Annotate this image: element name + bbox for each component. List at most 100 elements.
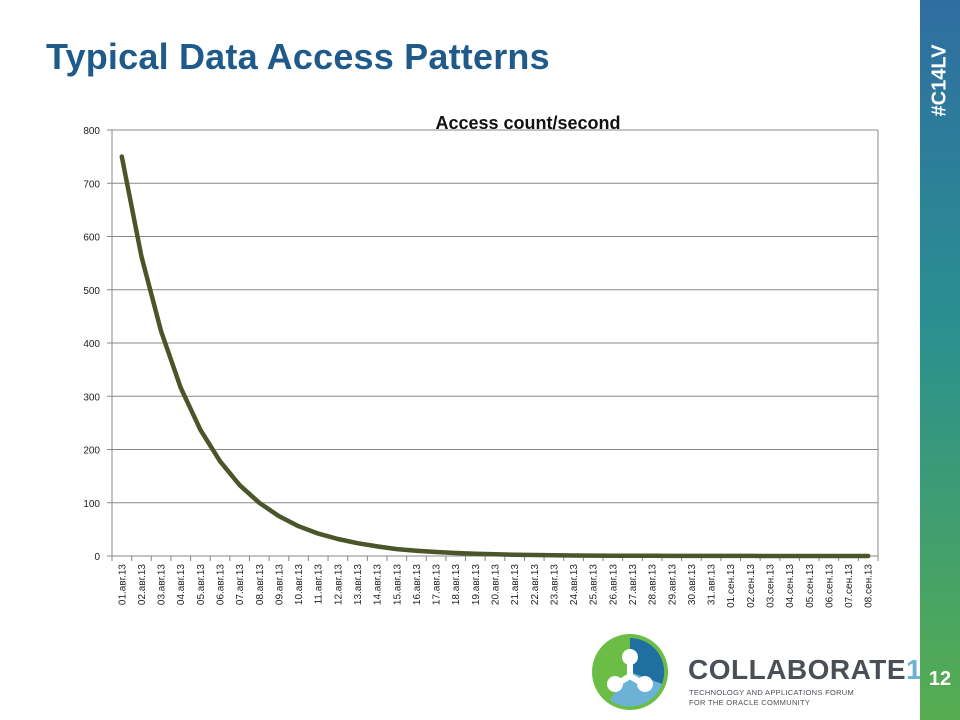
data-point: [376, 545, 379, 548]
x-tick-label: 05.сен.13: [805, 564, 816, 608]
data-point: [238, 484, 241, 487]
y-tick-label: 700: [83, 179, 100, 190]
data-point: [435, 551, 437, 553]
data-point: [612, 554, 614, 557]
y-tick-label: 300: [83, 392, 100, 403]
x-tick-label: 21.авг.13: [510, 564, 521, 606]
data-point: [847, 555, 850, 557]
data-point: [533, 554, 536, 556]
x-axis: 01.авг.13 02.авг.13 03.авг.13 04.авг.13 05.а…: [111, 556, 879, 608]
x-tick-label: 28.авг.13: [648, 564, 659, 606]
y-tick-label: 500: [83, 286, 100, 297]
x-tick-label: 16.авг.13: [412, 564, 423, 606]
data-point: [553, 554, 555, 557]
x-tick-label: 17.авг.13: [432, 564, 443, 606]
x-tick-label: 01.сен.13: [726, 564, 737, 608]
series: [119, 154, 871, 559]
data-point: [219, 460, 221, 463]
x-tick-label: 27.авг.13: [628, 564, 639, 606]
y-tick-label: 200: [83, 446, 100, 457]
x-tick-label: 03.авг.13: [157, 564, 168, 606]
side-bar: #C14LV 12: [920, 0, 960, 720]
x-tick-label: 04.авг.13: [176, 564, 187, 606]
series-line-0: [119, 154, 871, 559]
x-tick-label: 05.авг.13: [196, 564, 207, 606]
x-tick-label: 01.авг.13: [117, 564, 128, 606]
x-tick-label: 19.авг.13: [471, 564, 482, 606]
data-point: [749, 555, 752, 557]
data-point: [278, 515, 280, 517]
x-tick-label: 25.авг.13: [589, 564, 600, 606]
x-tick-label: 08.авг.13: [255, 564, 266, 606]
data-point: [671, 555, 673, 557]
x-tick-label: 08.сен.13: [864, 564, 875, 608]
hashtag-label: #C14LV: [920, 0, 960, 160]
data-point: [258, 502, 261, 504]
data-point: [396, 548, 398, 550]
data-point: [867, 555, 869, 557]
data-point: [297, 525, 300, 527]
x-tick-label: 07.сен.13: [844, 564, 855, 608]
data-point: [160, 330, 162, 333]
x-tick-label: 04.сен.13: [785, 564, 796, 608]
data-point: [828, 555, 830, 557]
data-point: [415, 549, 418, 552]
data-point: [494, 553, 496, 556]
x-tick-label: 02.авг.13: [137, 564, 148, 606]
data-point: [356, 542, 359, 544]
x-tick-label: 11.авг.13: [314, 564, 325, 605]
x-tick-label: 23.авг.13: [549, 564, 560, 606]
data-point: [572, 554, 575, 557]
data-point: [513, 553, 516, 556]
x-tick-label: 02.сен.13: [746, 564, 757, 608]
x-tick-label: 29.авг.13: [667, 564, 678, 606]
logo-wordmark: COLLABORATE14: [688, 654, 938, 686]
data-point: [121, 155, 123, 158]
x-tick-label: 26.авг.13: [608, 564, 619, 606]
x-tick-label: 07.авг.13: [235, 564, 246, 606]
logo-tagline-line-1: TECHNOLOGY AND APPLICATIONS FORUM: [689, 688, 855, 697]
data-point: [199, 429, 202, 431]
x-tick-label: 30.авг.13: [687, 564, 698, 606]
slide-title: Typical Data Access Patterns: [46, 36, 550, 77]
data-point: [592, 554, 594, 557]
data-point: [788, 555, 791, 557]
x-tick-label: 22.авг.13: [530, 564, 541, 606]
logo-tagline: TECHNOLOGY AND APPLICATIONS FORUM FOR TH…: [689, 688, 854, 708]
chart-title: Access count/second: [435, 113, 620, 133]
x-tick-label: 13.авг.13: [353, 564, 364, 606]
data-point: [474, 553, 477, 555]
x-tick-label: 03.сен.13: [765, 564, 776, 608]
y-tick-label: 800: [83, 126, 100, 137]
data-point: [140, 255, 143, 258]
hashtag-text: #C14LV: [928, 44, 951, 116]
x-tick-label: 10.авг.13: [294, 564, 305, 606]
data-point: [317, 532, 320, 535]
data-point: [808, 555, 811, 557]
x-tick-label: 06.сен.13: [824, 564, 835, 608]
x-tick-label: 31.авг.13: [707, 564, 718, 606]
y-tick-label: 100: [83, 499, 100, 510]
logo-tagline-line-2: FOR THE ORACLE COMMUNITY: [689, 698, 811, 707]
data-point: [179, 386, 182, 389]
collaborate-logo-icon: [592, 634, 668, 710]
data-point: [690, 555, 693, 557]
data-point: [631, 555, 634, 557]
y-tick-label: 0: [94, 552, 100, 563]
data-point: [769, 555, 771, 557]
x-tick-label: 24.авг.13: [569, 564, 580, 606]
x-tick-label: 20.авг.13: [491, 564, 502, 606]
line-chart: Access count/second 0 100 200 300 400 500 600 7…: [83, 113, 879, 608]
x-tick-label: 15.авг.13: [392, 564, 403, 606]
page-number: 12: [928, 668, 952, 690]
y-tick-label: 400: [83, 339, 100, 350]
data-point: [337, 538, 339, 540]
data-point: [651, 555, 653, 557]
collaborate-logo: COLLABORATE14 TECHNOLOGY AND APPLICATION…: [590, 632, 938, 717]
logo-name: COLLABORATE: [688, 654, 907, 685]
y-tick-label: 600: [83, 233, 100, 244]
x-tick-label: 12.авг.13: [333, 564, 344, 606]
y-axis: 0 100 200 300 400 500 600 700 800: [83, 126, 113, 563]
data-point: [454, 552, 457, 554]
gridlines: [112, 129, 879, 557]
